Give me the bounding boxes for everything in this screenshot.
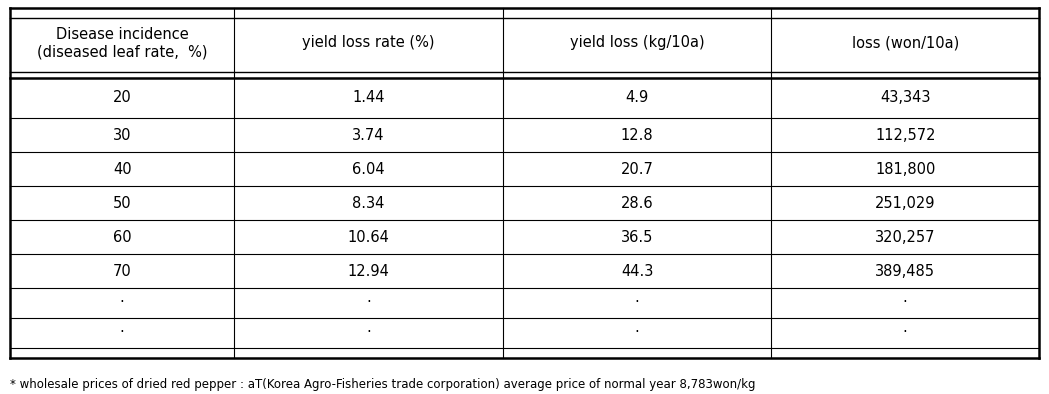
Text: 30: 30: [113, 128, 131, 143]
Text: ·: ·: [903, 296, 907, 310]
Text: 28.6: 28.6: [621, 195, 654, 210]
Text: ·: ·: [366, 296, 371, 310]
Text: 60: 60: [113, 229, 131, 245]
Text: 20: 20: [113, 91, 131, 106]
Text: 43,343: 43,343: [880, 91, 930, 106]
Text: ·: ·: [635, 325, 640, 340]
Text: 12.94: 12.94: [347, 264, 389, 279]
Text: 40: 40: [113, 162, 131, 177]
Text: 20.7: 20.7: [621, 162, 654, 177]
Text: 3.74: 3.74: [352, 128, 385, 143]
Text: 6.04: 6.04: [352, 162, 385, 177]
Text: 12.8: 12.8: [621, 128, 654, 143]
Text: 8.34: 8.34: [352, 195, 385, 210]
Text: yield loss (kg/10a): yield loss (kg/10a): [570, 35, 705, 50]
Text: 36.5: 36.5: [621, 229, 654, 245]
Text: Disease incidence
(diseased leaf rate,  %): Disease incidence (diseased leaf rate, %…: [37, 27, 208, 59]
Text: 1.44: 1.44: [352, 91, 385, 106]
Text: ·: ·: [635, 296, 640, 310]
Text: 50: 50: [113, 195, 131, 210]
Text: 389,485: 389,485: [875, 264, 936, 279]
Text: 112,572: 112,572: [875, 128, 936, 143]
Text: yield loss rate (%): yield loss rate (%): [302, 35, 435, 50]
Text: 251,029: 251,029: [875, 195, 936, 210]
Text: * wholesale prices of dried red pepper : aT(Korea Agro-Fisheries trade corporati: * wholesale prices of dried red pepper :…: [10, 378, 755, 391]
Text: 320,257: 320,257: [875, 229, 936, 245]
Text: 70: 70: [113, 264, 131, 279]
Text: loss (won/10a): loss (won/10a): [852, 35, 959, 50]
Text: 181,800: 181,800: [875, 162, 936, 177]
Text: ·: ·: [120, 296, 125, 310]
Text: ·: ·: [903, 325, 907, 340]
Text: 4.9: 4.9: [625, 91, 648, 106]
Text: 44.3: 44.3: [621, 264, 654, 279]
Text: 10.64: 10.64: [347, 229, 389, 245]
Text: ·: ·: [366, 325, 371, 340]
Text: ·: ·: [120, 325, 125, 340]
